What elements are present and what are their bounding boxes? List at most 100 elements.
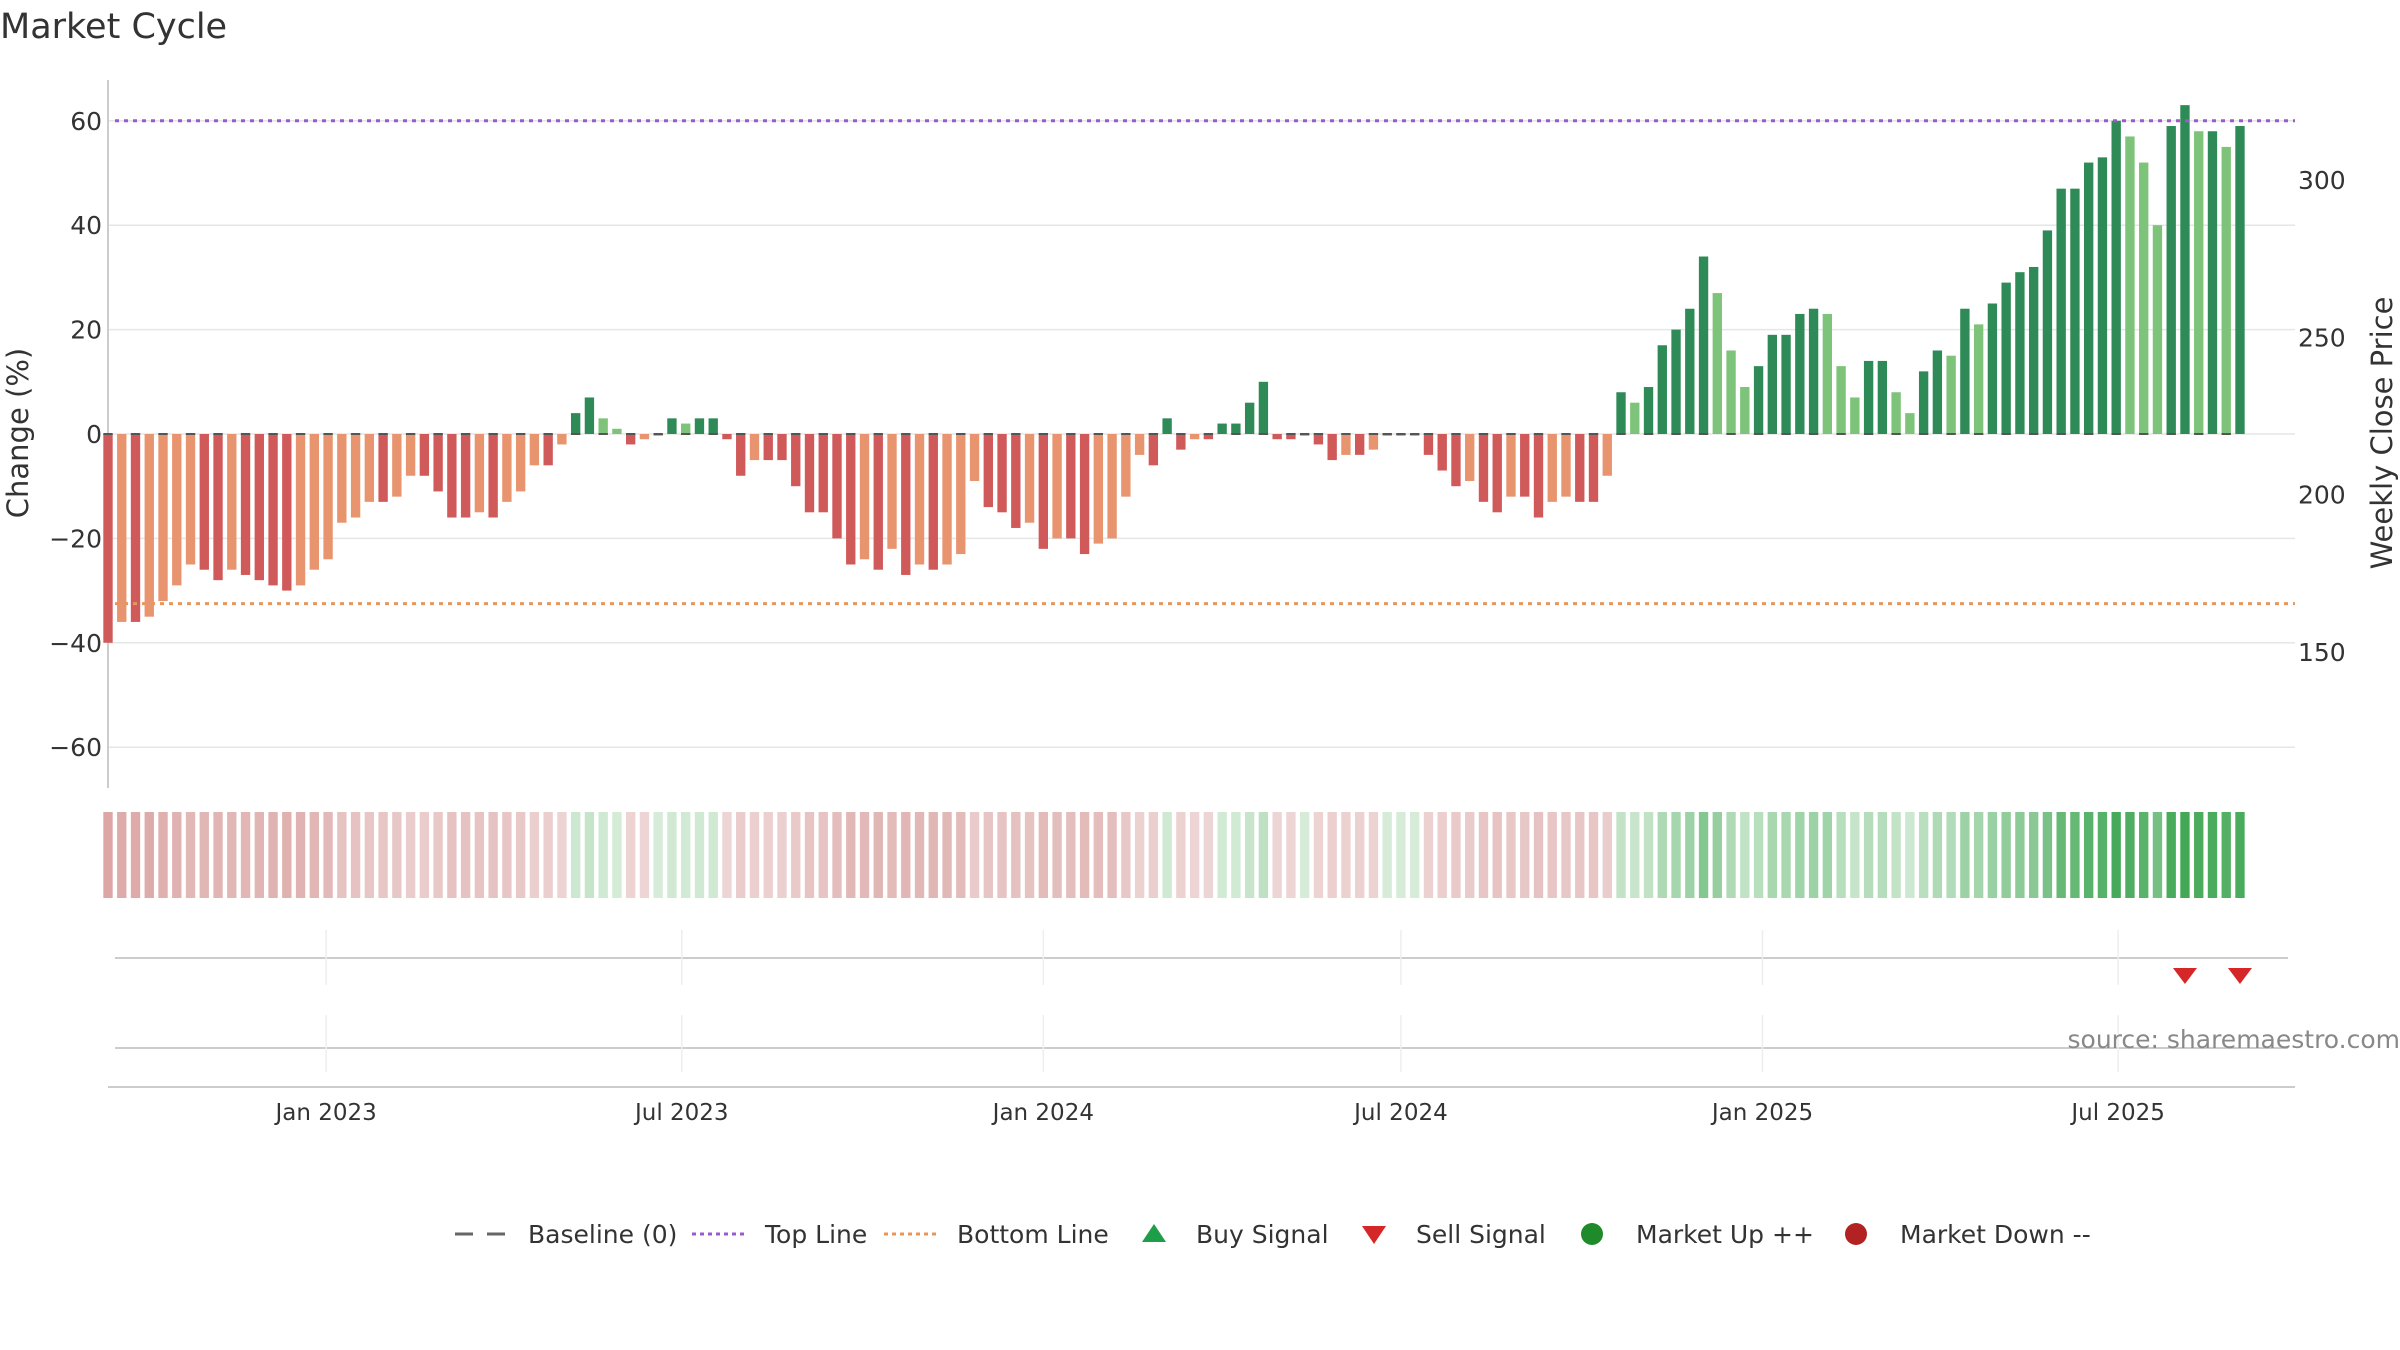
strength-cell bbox=[2111, 812, 2121, 898]
bar bbox=[1024, 434, 1035, 523]
y2-tick-label: 200 bbox=[2298, 481, 2346, 510]
legend-label: Sell Signal bbox=[1416, 1220, 1546, 1249]
strength-cell bbox=[529, 812, 540, 898]
bar bbox=[1561, 434, 1571, 497]
bar bbox=[2207, 131, 2218, 435]
bar bbox=[199, 434, 209, 570]
strength-cell bbox=[1038, 812, 1048, 898]
bar bbox=[144, 434, 154, 617]
bar bbox=[1341, 434, 1351, 455]
strength-cell bbox=[1286, 812, 1296, 898]
strength-cell bbox=[1451, 812, 1461, 898]
strength-cell bbox=[1561, 812, 1571, 898]
bar bbox=[722, 434, 732, 440]
bar bbox=[1437, 434, 1447, 471]
strength-cell bbox=[1231, 812, 1241, 898]
bar bbox=[2180, 105, 2190, 434]
bar bbox=[667, 418, 677, 434]
bar bbox=[1575, 434, 1585, 502]
bar bbox=[1918, 371, 1929, 434]
bar bbox=[1506, 434, 1516, 497]
strength-cell bbox=[1836, 812, 1846, 898]
strength-cell bbox=[1506, 812, 1516, 898]
strength-cell bbox=[749, 812, 760, 898]
bar bbox=[1960, 308, 1970, 434]
strength-cell bbox=[1121, 812, 1131, 898]
strength-cell bbox=[2070, 812, 2080, 898]
bar bbox=[1079, 434, 1090, 555]
bar bbox=[887, 434, 897, 549]
strength-cell bbox=[1162, 812, 1172, 898]
bar bbox=[1588, 434, 1599, 502]
strength-cell bbox=[859, 812, 870, 898]
strength-cell bbox=[928, 812, 938, 898]
bar bbox=[2001, 282, 2011, 434]
bar bbox=[777, 434, 787, 461]
legend-label: Market Up ++ bbox=[1636, 1220, 1814, 1249]
bar bbox=[708, 418, 718, 434]
bar bbox=[942, 434, 952, 565]
bar bbox=[914, 434, 925, 565]
bar bbox=[846, 434, 856, 565]
bar bbox=[1327, 434, 1337, 461]
sell-signal-marker bbox=[2172, 968, 2197, 984]
y-tick-label: 0 bbox=[86, 420, 102, 449]
strength-cell bbox=[1905, 812, 1915, 898]
strength-cell bbox=[777, 812, 787, 898]
strength-cell bbox=[378, 812, 388, 898]
y2-axis-label: Weekly Close Price bbox=[2365, 297, 2399, 570]
bar bbox=[1052, 434, 1062, 539]
bar bbox=[570, 413, 581, 434]
bar bbox=[1987, 303, 1998, 434]
bar bbox=[2015, 272, 2025, 434]
bar bbox=[749, 434, 760, 461]
bar bbox=[2028, 266, 2039, 434]
strength-cell bbox=[791, 812, 801, 898]
market-strength-strip bbox=[103, 812, 2245, 898]
strength-cell bbox=[1437, 812, 1447, 898]
strength-cell bbox=[1795, 812, 1805, 898]
strength-cell bbox=[956, 812, 966, 898]
strength-cell bbox=[2056, 812, 2066, 898]
bar bbox=[1066, 434, 1076, 539]
strength-cell bbox=[2097, 812, 2108, 898]
legend-label: Bottom Line bbox=[957, 1220, 1109, 1249]
bar bbox=[681, 423, 691, 434]
bar bbox=[1630, 402, 1640, 434]
x-tick-label: Jan 2023 bbox=[273, 1100, 376, 1126]
strength-cell bbox=[185, 812, 196, 898]
sell-signal-marker bbox=[2227, 968, 2252, 984]
strength-cell bbox=[1643, 812, 1654, 898]
x-tick-label: Jan 2025 bbox=[1710, 1100, 1813, 1126]
strength-cell bbox=[873, 812, 883, 898]
y-tick-label: 20 bbox=[70, 316, 102, 345]
y2-tick-label: 150 bbox=[2298, 638, 2346, 667]
strength-cell bbox=[1093, 812, 1104, 898]
x-tick-label: Jul 2025 bbox=[2069, 1100, 2165, 1126]
bar bbox=[1272, 434, 1282, 440]
bar bbox=[1258, 381, 1269, 434]
source-label: source: sharemaestro.com bbox=[2068, 1025, 2400, 1054]
bar bbox=[2194, 131, 2204, 435]
strength-cell bbox=[1258, 812, 1269, 898]
bar bbox=[350, 434, 361, 518]
strength-cell bbox=[1588, 812, 1599, 898]
bar bbox=[2111, 120, 2121, 435]
strength-cell bbox=[736, 812, 746, 898]
strength-cell bbox=[213, 812, 223, 898]
strength-cell bbox=[557, 812, 567, 898]
strength-cell bbox=[2166, 812, 2176, 898]
signal-panel bbox=[115, 957, 2288, 1049]
y-tick-label: −60 bbox=[49, 733, 102, 762]
bar bbox=[1244, 402, 1255, 434]
bar bbox=[557, 434, 567, 445]
strength-cell bbox=[832, 812, 842, 898]
bar bbox=[543, 434, 553, 466]
strength-cell bbox=[1341, 812, 1351, 898]
bar bbox=[2139, 162, 2149, 434]
bar bbox=[488, 434, 498, 518]
strength-cell bbox=[1767, 812, 1777, 898]
bar bbox=[818, 434, 828, 513]
strength-cell bbox=[2042, 812, 2053, 898]
strength-cell bbox=[1891, 812, 1901, 898]
